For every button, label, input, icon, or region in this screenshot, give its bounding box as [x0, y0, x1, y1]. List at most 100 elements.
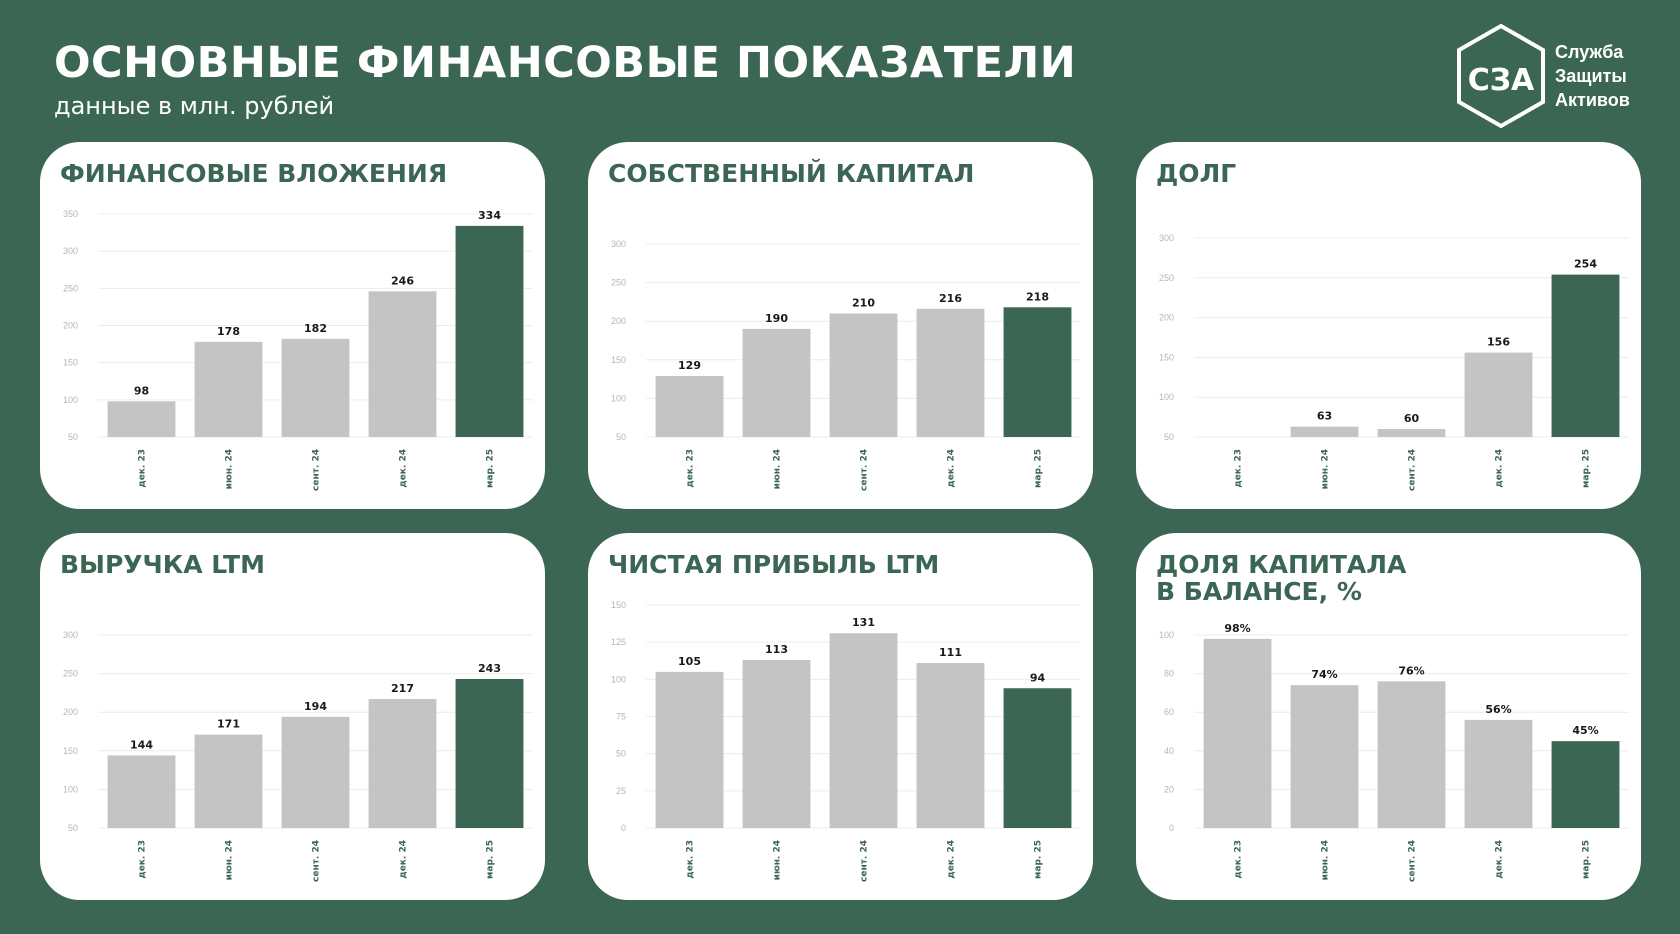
- y-tick-label: 250: [63, 283, 78, 293]
- y-tick-label: 300: [63, 630, 78, 640]
- bar: [655, 671, 724, 828]
- bar-value-label: 254: [1574, 258, 1597, 271]
- y-tick-label: 50: [68, 432, 78, 442]
- bar-value-label: 218: [1026, 290, 1049, 303]
- bar-value-label: 194: [304, 700, 327, 713]
- bar-value-label: 113: [765, 643, 788, 656]
- y-tick-label: 250: [611, 278, 626, 288]
- bar-chart-svg: 50 100 150 200 250 300 350 98 дек. 23 178 июн. 24 1…: [63, 209, 533, 491]
- chart-title: ДОЛГ: [1156, 159, 1237, 188]
- y-tick-label: 0: [1169, 823, 1174, 833]
- x-tick-label: июн. 24: [225, 840, 235, 880]
- x-tick-label: мар. 25: [1582, 840, 1592, 879]
- y-tick-label: 150: [63, 746, 78, 756]
- x-tick-label: дек. 24: [399, 449, 409, 488]
- x-tick-label: мар. 25: [1034, 840, 1044, 879]
- logo-mark-text: СЗА: [1468, 63, 1535, 98]
- bar: [368, 699, 437, 828]
- x-tick-label: дек. 24: [1495, 449, 1505, 488]
- bar-chart-svg: 50 100 150 200 250 300 дек. 23 63 июн. 24 60 сент.…: [1159, 233, 1629, 491]
- bar: [194, 341, 263, 437]
- x-tick-label: июн. 24: [773, 449, 783, 489]
- y-tick-label: 200: [611, 316, 626, 326]
- y-tick-label: 50: [1164, 432, 1174, 442]
- page-subtitle: данные в млн. рублей: [54, 92, 335, 120]
- bar: [916, 308, 985, 437]
- bar: [829, 633, 898, 828]
- bar-value-label: 76%: [1398, 664, 1424, 677]
- bar: [281, 716, 350, 828]
- bar: [916, 662, 985, 828]
- bar-value-label: 216: [939, 292, 962, 305]
- bar-value-label: 178: [217, 325, 240, 338]
- x-tick-label: сент. 24: [312, 449, 322, 491]
- bar-value-label: 63: [1317, 410, 1332, 423]
- bar: [1003, 688, 1072, 828]
- bar-value-label: 60: [1404, 412, 1420, 425]
- y-tick-label: 200: [63, 321, 78, 331]
- bar-value-label: 217: [391, 682, 414, 695]
- bar: [455, 225, 524, 437]
- bar: [1551, 274, 1620, 437]
- x-tick-label: дек. 24: [947, 840, 957, 879]
- bar: [368, 291, 437, 437]
- bar: [742, 660, 811, 828]
- y-tick-label: 350: [63, 209, 78, 219]
- x-tick-label: дек. 23: [138, 840, 148, 879]
- logo-line-3: Активов: [1555, 90, 1630, 110]
- bar-value-label: 111: [939, 646, 962, 659]
- bar: [655, 376, 724, 437]
- x-tick-label: июн. 24: [773, 840, 783, 880]
- bar: [1377, 429, 1446, 437]
- x-tick-label: мар. 25: [1582, 449, 1592, 488]
- bar: [829, 313, 898, 437]
- chart-card-debt: ДОЛГ 50 100 150 200 250 300 дек. 23 63 июн. 24 60…: [1136, 142, 1641, 509]
- bar-value-label: 56%: [1485, 703, 1511, 716]
- bar-chart-svg: 0 25 50 75 100 125 150 105 дек. 23 113 июн. 24 131 с…: [611, 600, 1081, 882]
- chart-card-revenue-ltm: ВЫРУЧКА LTM 50 100 150 200 250 300 144 дек. 23 1…: [40, 533, 545, 900]
- x-tick-label: сент. 24: [1408, 449, 1418, 491]
- bar: [281, 338, 350, 437]
- bar: [455, 679, 524, 828]
- bar-value-label: 182: [304, 322, 327, 335]
- y-tick-label: 60: [1164, 707, 1174, 717]
- x-tick-label: дек. 24: [1495, 840, 1505, 879]
- y-tick-label: 100: [611, 393, 626, 403]
- bar-chart-svg: 50 100 150 200 250 300 129 дек. 23 190 июн. 24 210…: [611, 239, 1081, 491]
- bar: [1551, 741, 1620, 828]
- bar-value-label: 131: [852, 616, 875, 629]
- chart-title: ДОЛЯ КАПИТАЛА В БАЛАНСЕ, %: [1156, 550, 1407, 606]
- chart-card-net-profit-ltm: ЧИСТАЯ ПРИБЫЛЬ LTM 0 25 50 75 100 125 150 105 де…: [588, 533, 1093, 900]
- chart-card-financial-investments: ФИНАНСОВЫЕ ВЛОЖЕНИЯ 50 100 150 200 250 300 350…: [40, 142, 545, 509]
- x-tick-label: дек. 24: [947, 449, 957, 488]
- logo-wordmark: Служба Защиты Активов: [1555, 40, 1630, 112]
- bar: [1003, 307, 1072, 437]
- y-tick-label: 40: [1164, 746, 1174, 756]
- x-tick-label: сент. 24: [860, 840, 870, 882]
- logo-mark-icon: СЗА: [1457, 24, 1545, 128]
- company-logo: СЗА Служба Защиты Активов: [1455, 24, 1655, 134]
- bar-value-label: 129: [678, 359, 701, 372]
- y-tick-label: 100: [1159, 630, 1174, 640]
- chart-title: ЧИСТАЯ ПРИБЫЛЬ LTM: [608, 550, 940, 579]
- bar-value-label: 45%: [1572, 724, 1598, 737]
- x-tick-label: сент. 24: [312, 840, 322, 882]
- bar-value-label: 190: [765, 312, 788, 325]
- y-tick-label: 250: [1159, 273, 1174, 283]
- x-tick-label: сент. 24: [1408, 840, 1418, 882]
- x-tick-label: июн. 24: [225, 449, 235, 489]
- x-tick-label: дек. 23: [1234, 840, 1244, 879]
- bar-value-label: 246: [391, 274, 414, 287]
- bar: [1290, 685, 1359, 828]
- bar-value-label: 74%: [1311, 668, 1337, 681]
- bar: [1377, 681, 1446, 828]
- y-tick-label: 20: [1164, 784, 1174, 794]
- bar-chart-svg: 50 100 150 200 250 300 144 дек. 23 171 июн. 24 194…: [63, 630, 533, 882]
- y-tick-label: 75: [616, 712, 626, 722]
- bar: [107, 401, 176, 437]
- bar: [1203, 638, 1272, 828]
- y-tick-label: 250: [63, 669, 78, 679]
- bar-value-label: 210: [852, 296, 875, 309]
- bar-value-label: 156: [1487, 336, 1510, 349]
- page-title: ОСНОВНЫЕ ФИНАНСОВЫЕ ПОКАЗАТЕЛИ: [54, 38, 1077, 88]
